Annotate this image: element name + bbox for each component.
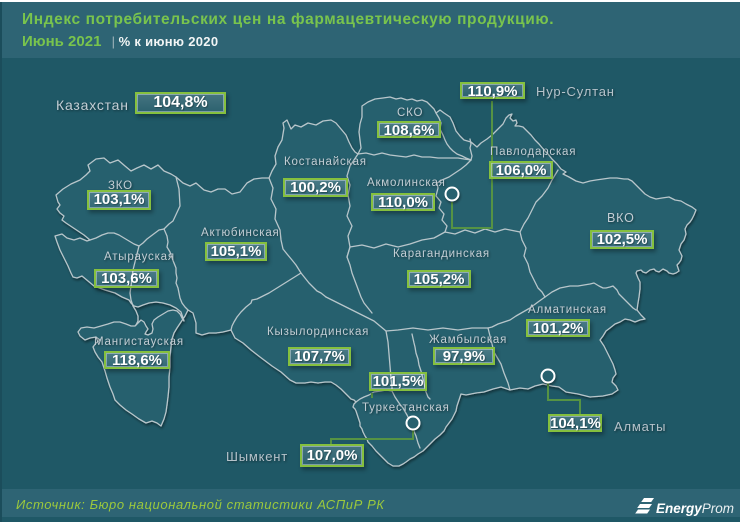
svg-text:EnergyProm: EnergyProm xyxy=(656,501,734,516)
